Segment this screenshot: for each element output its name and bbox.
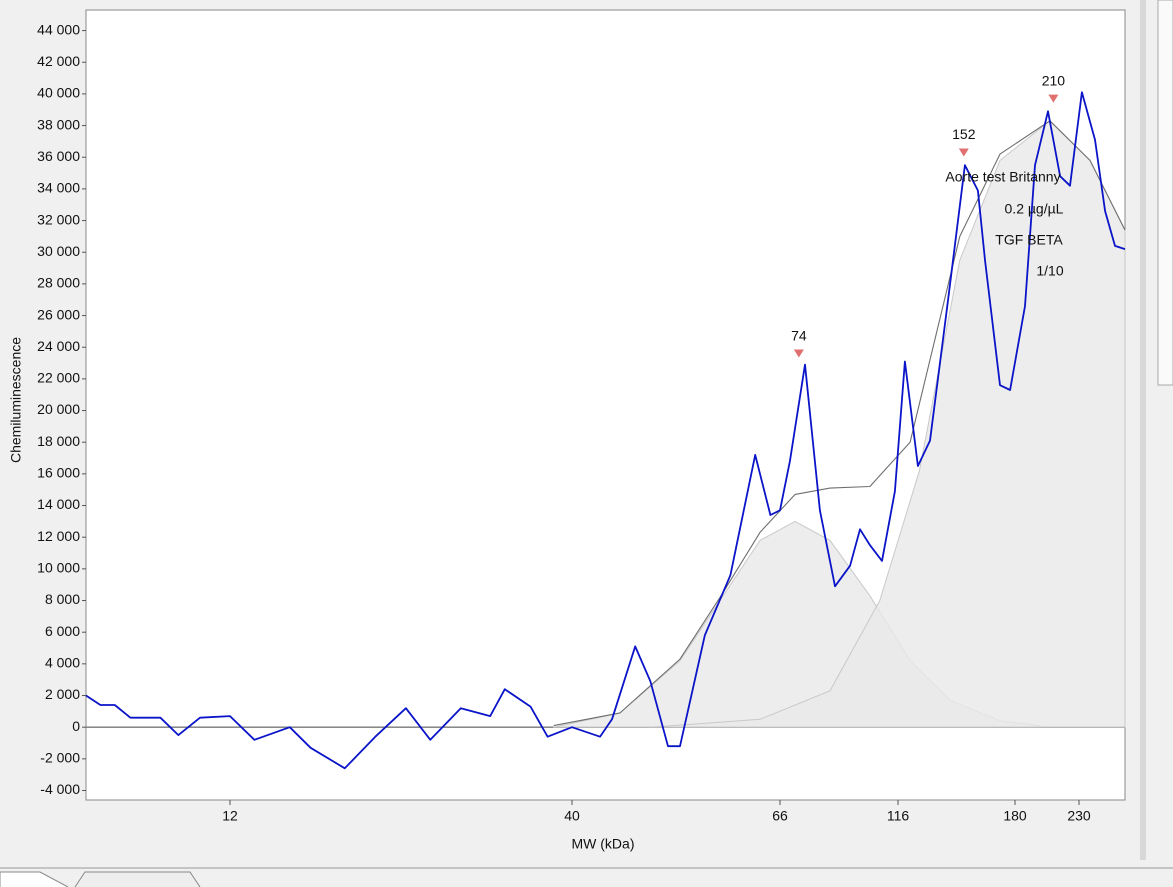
y-tick-label: 2 000 (45, 686, 80, 702)
y-tick-label: 36 000 (37, 148, 80, 164)
y-tick-label: 20 000 (37, 401, 80, 417)
peak-label: 74 (791, 327, 807, 343)
y-tick-label: 30 000 (37, 243, 80, 259)
peak-label: 152 (952, 126, 976, 142)
peak-marker (1048, 94, 1059, 103)
plot: 74 152 210 Aorte test Britanny 0.2 µg/µL TGF … (85, 72, 1126, 770)
y-tick-label: 14 000 (37, 496, 80, 512)
x-axis-label: MW (kDa) (572, 836, 635, 852)
y-tick-label: -4 000 (40, 781, 80, 797)
y-tick-label: 44 000 (37, 21, 80, 37)
x-tick-label: 230 (1067, 808, 1091, 824)
tab (0, 871, 69, 887)
y-axis-label: Chemiluminescence (8, 337, 24, 463)
x-tick-label: 40 (564, 808, 580, 824)
annotation: 0.2 µg/µL (1005, 201, 1064, 217)
fit-curve (553, 120, 1126, 727)
annotation: TGF BETA (995, 232, 1063, 248)
annotation: Aorte test Britanny (945, 169, 1060, 185)
y-tick-label: 28 000 (37, 275, 80, 291)
y-tick-label: 38 000 (37, 116, 80, 132)
y-tick-label: 32 000 (37, 211, 80, 227)
y-tick-label: 40 000 (37, 85, 80, 101)
annotation: 1/10 (1036, 263, 1063, 279)
tab (74, 871, 201, 887)
y-tick-label: 26 000 (37, 306, 80, 322)
y-tick-label: 0 (72, 718, 80, 734)
y-tick-label: 34 000 (37, 180, 80, 196)
peak-marker (958, 148, 969, 157)
x-tick-label: 116 (887, 808, 910, 824)
y-tick-label: -2 000 (40, 750, 80, 766)
x-tick-label: 12 (222, 808, 238, 824)
peak-marker (793, 349, 804, 358)
y-tick-label: 6 000 (45, 623, 80, 639)
fit-component (649, 120, 1126, 728)
y-tick-label: 22 000 (37, 370, 80, 386)
y-tick-label: 4 000 (45, 655, 80, 671)
y-tick-label: 42 000 (37, 53, 80, 69)
x-tick-label: 66 (772, 808, 788, 824)
y-tick-label: 8 000 (45, 591, 80, 607)
y-tick-label: 16 000 (37, 465, 80, 481)
lane-profile (85, 91, 1126, 770)
y-tick-label: 12 000 (37, 528, 80, 544)
splitter (1140, 0, 1146, 860)
y-tick-label: 24 000 (37, 338, 80, 354)
x-tick-label: 180 (1003, 808, 1027, 824)
y-tick-label: 18 000 (37, 433, 80, 449)
peak-label: 210 (1042, 72, 1066, 88)
y-tick-label: 10 000 (37, 560, 80, 576)
side-panel (1157, 0, 1173, 386)
